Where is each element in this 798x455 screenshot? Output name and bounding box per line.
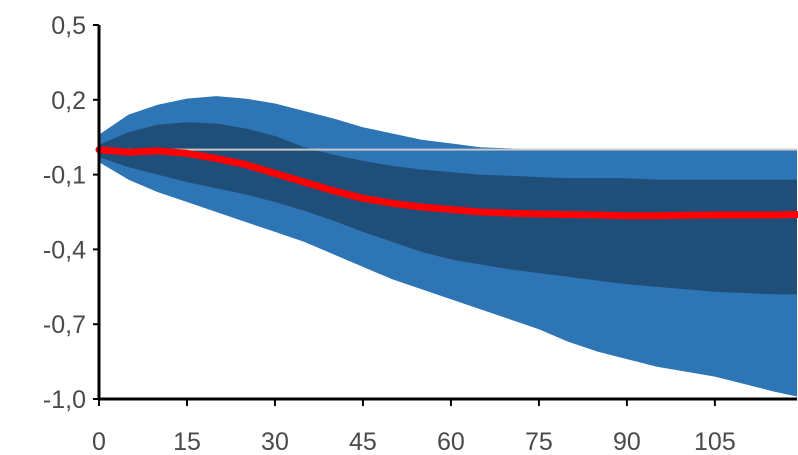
y-tick-label: 0,5 (51, 12, 86, 40)
x-tick-label: 60 (437, 428, 465, 455)
x-tick-label: 0 (92, 428, 106, 455)
y-tick-label: -1,0 (43, 386, 86, 414)
y-tick-label: -0,1 (43, 162, 86, 190)
series-line-0 (95, 146, 798, 220)
y-ticks: 0,5 0,2 -0,1 -0,4 -0,7 -1,0 (43, 12, 99, 414)
y-tick-label: -0,4 (43, 236, 86, 264)
x-tick-label: 30 (261, 428, 289, 455)
x-tick-label: 15 (173, 428, 201, 455)
y-tick-label: -0,7 (43, 311, 86, 339)
x-ticks: 0 15 30 45 60 75 90 105 (92, 399, 736, 455)
x-tick-label: 90 (613, 428, 641, 455)
x-tick-label: 45 (349, 428, 377, 455)
confidence-bands (99, 96, 797, 397)
series-layer (95, 146, 798, 220)
y-tick-label: 0,2 (51, 87, 86, 115)
x-tick-label: 75 (525, 428, 553, 455)
x-tick-label: 105 (694, 428, 736, 455)
